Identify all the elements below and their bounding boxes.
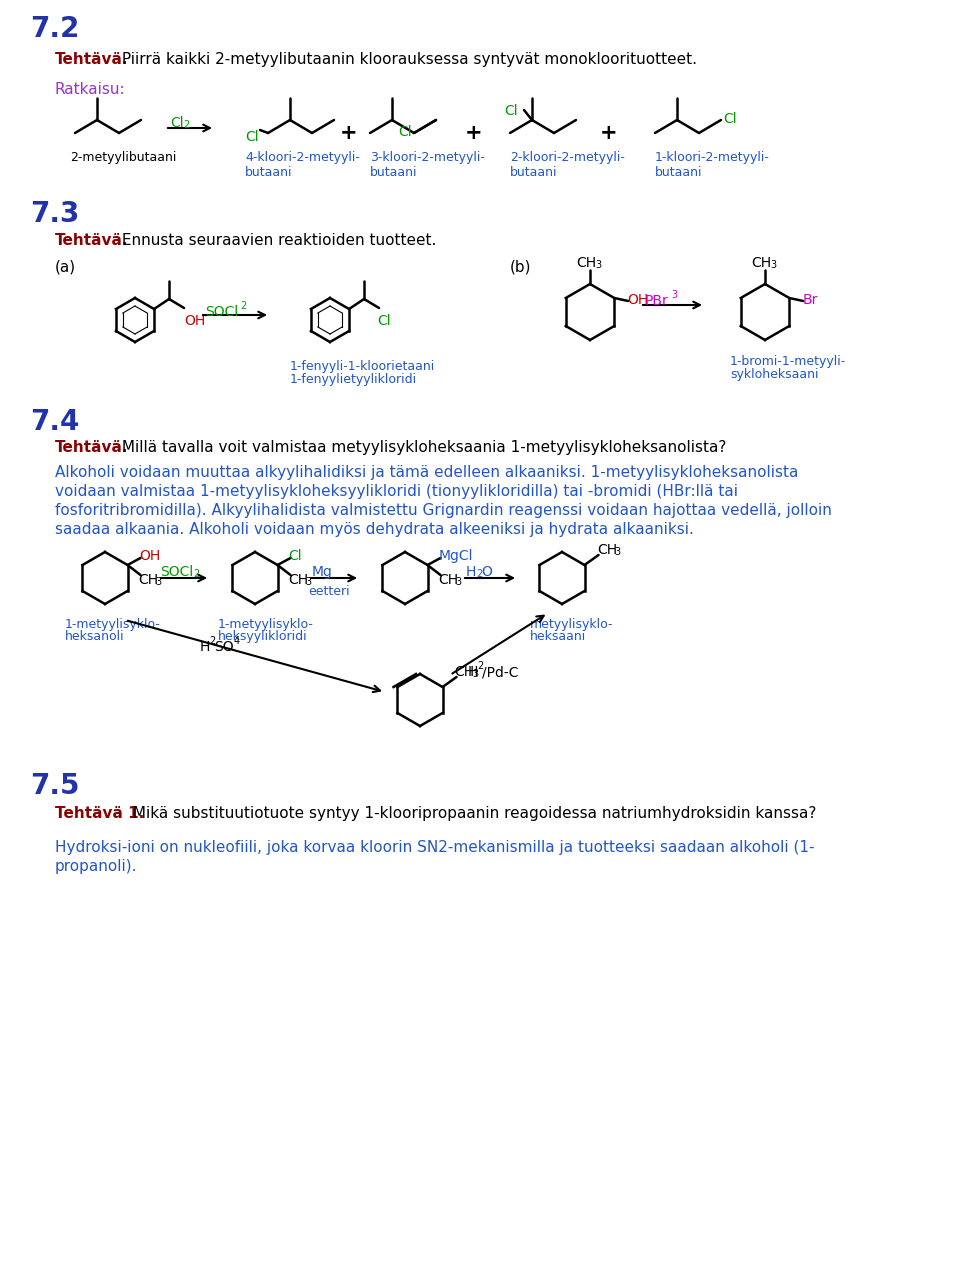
- Text: 2: 2: [240, 301, 247, 311]
- Text: Tehtävä.: Tehtävä.: [55, 233, 129, 249]
- Text: +: +: [600, 122, 617, 143]
- Text: 1-metyylisyklo-: 1-metyylisyklo-: [65, 618, 161, 631]
- Text: 2: 2: [477, 660, 483, 671]
- Text: Cl: Cl: [377, 314, 391, 328]
- Text: +: +: [465, 122, 483, 143]
- Text: CH: CH: [454, 666, 474, 680]
- Text: 2: 2: [183, 120, 189, 130]
- Text: CH: CH: [597, 543, 617, 557]
- Text: CH: CH: [138, 572, 158, 586]
- Text: 7.4: 7.4: [30, 408, 80, 436]
- Text: (a): (a): [55, 260, 76, 275]
- Text: 1-fenyylietyylikloridi: 1-fenyylietyylikloridi: [290, 374, 418, 386]
- Text: Tehtävä.: Tehtävä.: [55, 52, 129, 68]
- Text: Millä tavalla voit valmistaa metyylisykloheksaania 1-metyylisykloheksanolista?: Millä tavalla voit valmistaa metyylisykl…: [117, 440, 727, 455]
- Text: fosforitribromidilla). Alkyylihalidista valmistettu Grignardin reagenssi voidaan: fosforitribromidilla). Alkyylihalidista …: [55, 504, 832, 518]
- Text: eetteri: eetteri: [308, 585, 349, 598]
- Text: 4: 4: [234, 636, 240, 646]
- Text: Mg: Mg: [312, 565, 333, 579]
- Text: Cl: Cl: [723, 112, 736, 126]
- Text: heksanoli: heksanoli: [65, 630, 125, 643]
- Text: Hydroksi-ioni on nukleofiili, joka korvaa kloorin SN2-mekanismilla ja tuotteeksi: Hydroksi-ioni on nukleofiili, joka korva…: [55, 840, 814, 856]
- Text: Mikä substituutiotuote syntyy 1-klooripropaanin reagoidessa natriumhydroksidin k: Mikä substituutiotuote syntyy 1-klooripr…: [128, 806, 816, 821]
- Text: Tehtävä 1.: Tehtävä 1.: [55, 806, 144, 821]
- Text: 7.5: 7.5: [30, 771, 80, 799]
- Text: OH: OH: [184, 314, 205, 328]
- Text: 3: 3: [595, 260, 601, 270]
- Text: Ennusta seuraavien reaktioiden tuotteet.: Ennusta seuraavien reaktioiden tuotteet.: [117, 233, 437, 249]
- Text: 3: 3: [472, 669, 479, 680]
- Text: /Pd-C: /Pd-C: [482, 666, 518, 680]
- Text: Tehtävä.: Tehtävä.: [55, 440, 129, 455]
- Text: SOCl: SOCl: [205, 305, 238, 319]
- Text: 2: 2: [193, 569, 200, 579]
- Text: 3: 3: [770, 260, 776, 270]
- Text: 2: 2: [476, 569, 482, 579]
- Text: H: H: [200, 640, 210, 654]
- Text: 1-metyylisyklo-: 1-metyylisyklo-: [218, 618, 314, 631]
- Text: heksyylikloridi: heksyylikloridi: [218, 630, 307, 643]
- Text: CH: CH: [439, 572, 459, 586]
- Text: 4-kloori-2-metyyli-
butaani: 4-kloori-2-metyyli- butaani: [245, 150, 360, 178]
- Text: Piirrä kaikki 2-metyylibutaanin kloorauksessa syntyvät monokloorituotteet.: Piirrä kaikki 2-metyylibutaanin kloorauk…: [117, 52, 697, 68]
- Text: Cl: Cl: [170, 116, 183, 130]
- Text: 3: 3: [455, 578, 462, 586]
- Text: 3: 3: [614, 547, 621, 557]
- Text: Alkoholi voidaan muuttaa alkyylihalidiksi ja tämä edelleen alkaaniksi. 1-metyyli: Alkoholi voidaan muuttaa alkyylihalidiks…: [55, 465, 799, 479]
- Text: SOCl: SOCl: [160, 565, 193, 579]
- Text: CH: CH: [289, 572, 309, 586]
- Text: H: H: [468, 666, 478, 680]
- Text: metyylisyklo-: metyylisyklo-: [530, 618, 613, 631]
- Text: CH: CH: [576, 256, 596, 270]
- Text: saadaa alkaania. Alkoholi voidaan myös dehydrata alkeeniksi ja hydrata alkaaniks: saadaa alkaania. Alkoholi voidaan myös d…: [55, 521, 694, 537]
- Text: Cl: Cl: [504, 105, 517, 119]
- Text: PBr: PBr: [645, 295, 669, 309]
- Text: +: +: [340, 122, 358, 143]
- Text: 3-kloori-2-metyyli-
butaani: 3-kloori-2-metyyli- butaani: [370, 150, 485, 178]
- Text: sykloheksaani: sykloheksaani: [730, 368, 819, 381]
- Text: 1-fenyyli-1-kloorietaani: 1-fenyyli-1-kloorietaani: [290, 360, 435, 374]
- Text: (b): (b): [510, 260, 532, 275]
- Text: 1-kloori-2-metyyli-
butaani: 1-kloori-2-metyyli- butaani: [655, 150, 770, 178]
- Text: 3: 3: [156, 578, 161, 586]
- Text: heksaani: heksaani: [530, 630, 587, 643]
- Text: OH: OH: [139, 550, 160, 564]
- Text: 1-bromi-1-metyyli-: 1-bromi-1-metyyli-: [730, 354, 847, 368]
- Text: MgCl: MgCl: [439, 550, 473, 564]
- Text: OH: OH: [627, 293, 649, 307]
- Text: 2-kloori-2-metyyli-
butaani: 2-kloori-2-metyyli- butaani: [510, 150, 625, 178]
- Text: Ratkaisu:: Ratkaisu:: [55, 82, 126, 97]
- Text: 3: 3: [671, 289, 677, 300]
- Text: Cl: Cl: [398, 125, 412, 139]
- Text: 7.3: 7.3: [30, 200, 80, 228]
- Text: O: O: [481, 565, 492, 579]
- Text: 7.2: 7.2: [30, 15, 80, 43]
- Text: propanoli).: propanoli).: [55, 859, 137, 873]
- Text: SO: SO: [214, 640, 233, 654]
- Text: Cl: Cl: [289, 550, 302, 564]
- Text: 2-metyylibutaani: 2-metyylibutaani: [70, 150, 177, 164]
- Text: Cl: Cl: [245, 130, 258, 144]
- Text: Br: Br: [803, 293, 818, 307]
- Text: CH: CH: [751, 256, 771, 270]
- Text: 3: 3: [305, 578, 312, 586]
- Text: voidaan valmistaa 1-metyylisykloheksyylikloridi (tionyylikloridilla) tai -bromid: voidaan valmistaa 1-metyylisykloheksyyli…: [55, 484, 738, 499]
- Text: 2: 2: [209, 636, 215, 646]
- Text: H: H: [466, 565, 476, 579]
